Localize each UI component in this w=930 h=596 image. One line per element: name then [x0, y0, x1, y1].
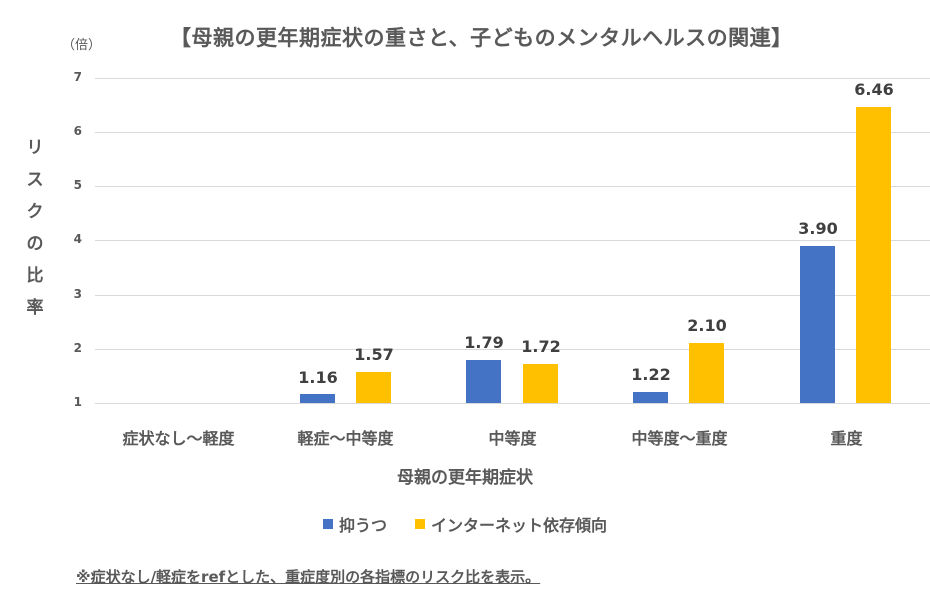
- data-label: 1.72: [521, 337, 561, 356]
- footnote: ※症状なし/軽症をrefとした、重症度別の各指標のリスク比を表示。: [76, 568, 541, 586]
- y-axis-label-char: ク: [26, 202, 44, 222]
- gridline: [95, 132, 930, 133]
- gridline: [95, 186, 930, 187]
- legend: 抑うつ インターネット依存傾向: [0, 512, 930, 536]
- bar-depression: [800, 246, 835, 403]
- bar-internet: [856, 107, 891, 403]
- legend-item-depression: 抑うつ: [322, 512, 387, 536]
- data-label: 1.16: [298, 368, 338, 387]
- x-tick: 症状なし～軽度: [122, 429, 235, 448]
- data-label: 6.46: [854, 80, 894, 99]
- x-tick: 中等度: [488, 429, 537, 448]
- x-tick: 中等度～重度: [631, 429, 728, 448]
- data-label: 3.90: [798, 219, 838, 238]
- x-tick: 軽症～中等度: [297, 429, 394, 448]
- bar-depression: [300, 394, 335, 403]
- y-tick: 1: [73, 395, 82, 409]
- bar-depression: [466, 360, 501, 403]
- bar-depression: [633, 392, 668, 403]
- x-tick: 重度: [830, 429, 863, 448]
- bar-internet: [689, 343, 724, 403]
- gridline: [95, 240, 930, 241]
- y-axis-label-char: リ: [26, 138, 44, 158]
- y-unit-label: （倍）: [62, 38, 102, 53]
- legend-swatch-icon: [322, 519, 333, 529]
- bar-internet: [356, 372, 391, 403]
- bar-internet: [523, 364, 558, 403]
- gridline: [95, 295, 930, 296]
- y-tick: 2: [73, 341, 82, 355]
- y-axis-label-char: 比: [26, 266, 44, 286]
- x-axis-line: [95, 403, 930, 404]
- y-tick: 3: [73, 287, 82, 301]
- y-axis-label-char: ス: [26, 170, 44, 190]
- y-axis-label: リ ス ク の 比 率: [24, 132, 46, 324]
- legend-label: インターネット依存傾向: [431, 516, 608, 535]
- data-label: 1.22: [631, 365, 671, 384]
- data-label: 2.10: [687, 316, 727, 335]
- gridline: [95, 349, 930, 350]
- y-tick: 6: [73, 124, 82, 138]
- legend-item-internet: インターネット依存傾向: [415, 512, 607, 536]
- data-label: 1.57: [354, 345, 394, 364]
- data-label: 1.79: [464, 333, 504, 352]
- y-tick: 7: [73, 70, 82, 84]
- x-axis-label: 母親の更年期症状: [397, 468, 533, 488]
- legend-label: 抑うつ: [338, 516, 387, 535]
- y-axis-label-char: の: [26, 234, 44, 254]
- gridline: [95, 78, 930, 79]
- y-tick: 4: [73, 232, 82, 246]
- y-tick: 5: [73, 178, 82, 192]
- legend-swatch-icon: [415, 519, 425, 529]
- y-axis-label-char: 率: [26, 298, 44, 318]
- chart-title: 【母親の更年期症状の重さと、子どものメンタルヘルスの関連】: [170, 26, 793, 50]
